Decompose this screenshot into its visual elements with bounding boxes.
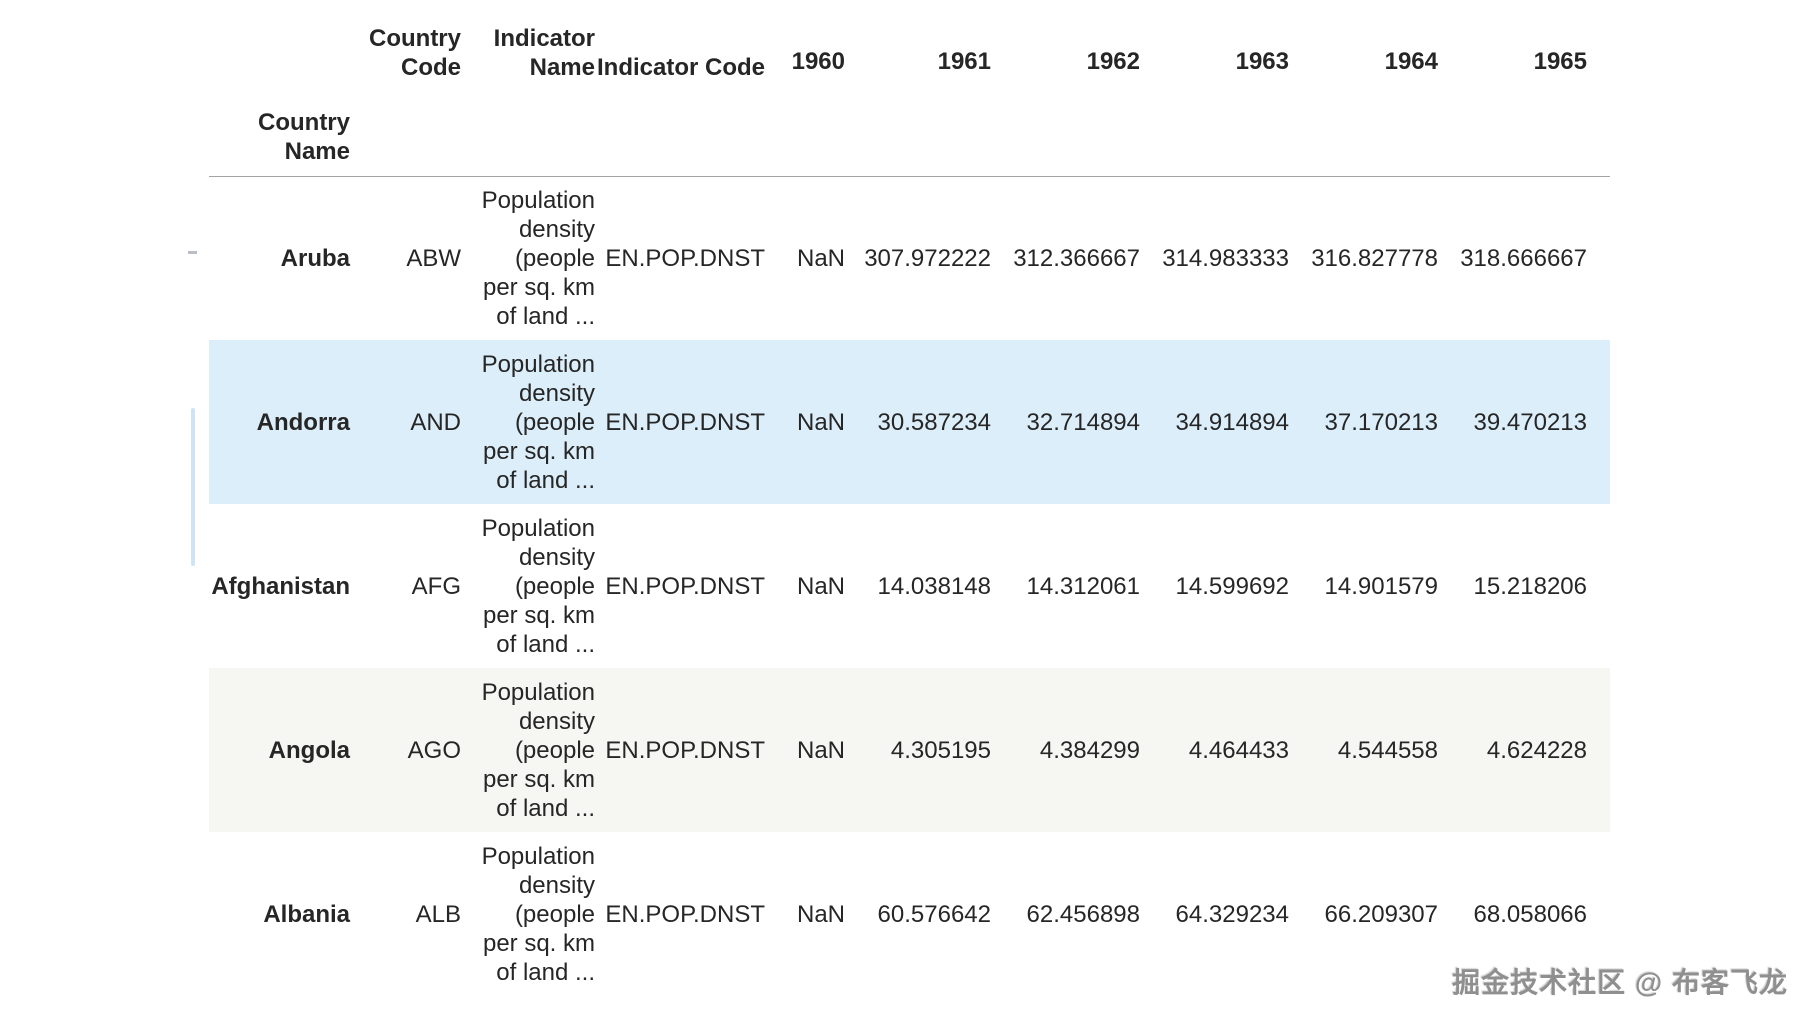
table-row-afghanistan[interactable]: Afghanistan AFG Population density (peop…	[209, 504, 1610, 668]
right-spacer	[1587, 176, 1610, 340]
cell-1961: 60.576642	[877, 900, 991, 928]
right-spacer	[1587, 340, 1610, 504]
row-index-label: Andorra	[256, 408, 350, 436]
column-header-row: Country Code Indicator Name Indicator Co…	[209, 0, 1610, 96]
cell-1964: 316.827778	[1311, 244, 1438, 272]
watermark-text: 掘金技术社区 @ 布客飞龙	[1452, 967, 1788, 998]
column-header-indicator-code: Indicator Code	[596, 54, 765, 81]
cell-1965: 318.666667	[1460, 244, 1587, 272]
cell-1965: 15.218206	[1473, 572, 1587, 600]
cell-1964: 37.170213	[1324, 408, 1438, 436]
right-spacer	[1587, 504, 1610, 668]
cell-indicator-name: Population density (people per sq. km of…	[481, 186, 595, 330]
cell-1965: 68.058066	[1473, 900, 1587, 928]
cell-1961: 4.305195	[890, 736, 991, 764]
scrollbar-thumb-artifact[interactable]	[191, 408, 195, 566]
cell-country-code: AND	[410, 408, 461, 436]
table-row-angola[interactable]: Angola AGO Population density (people pe…	[209, 668, 1610, 832]
cell-1963: 34.914894	[1175, 408, 1289, 436]
cell-1964: 4.544558	[1337, 736, 1438, 764]
cell-1960: NaN	[796, 572, 845, 600]
cell-country-code: AGO	[407, 736, 461, 764]
cell-1962: 32.714894	[1026, 408, 1140, 436]
cell-1962: 62.456898	[1026, 900, 1140, 928]
cell-indicator-code: EN.POP.DNST	[605, 736, 765, 764]
table-row-aruba[interactable]: Aruba ABW Population density (people per…	[209, 176, 1610, 340]
table-row-albania[interactable]: Albania ALB Population density (people p…	[209, 832, 1610, 996]
table-header: Country Code Indicator Name Indicator Co…	[209, 0, 1610, 176]
cell-indicator-code: EN.POP.DNST	[605, 244, 765, 272]
cell-1963: 314.983333	[1162, 244, 1289, 272]
cell-1962: 4.384299	[1039, 736, 1140, 764]
index-name-row: Country Name	[209, 96, 1610, 176]
cell-indicator-code: EN.POP.DNST	[605, 572, 765, 600]
column-header-1960: 1960	[791, 47, 845, 75]
column-header-1961: 1961	[937, 47, 991, 75]
right-spacer	[1587, 668, 1610, 832]
column-header-country-code: Country Code	[369, 25, 461, 81]
cell-1962: 312.366667	[1013, 244, 1140, 272]
column-header-1965: 1965	[1533, 47, 1587, 75]
row-index-label: Aruba	[280, 244, 350, 272]
cell-1960: NaN	[796, 736, 845, 764]
cell-indicator-code: EN.POP.DNST	[605, 408, 765, 436]
dataframe-table: Country Code Indicator Name Indicator Co…	[209, 0, 1610, 996]
cell-indicator-name: Population density (people per sq. km of…	[481, 514, 595, 658]
cell-1960: NaN	[796, 408, 845, 436]
cell-1961: 14.038148	[877, 572, 991, 600]
cell-1962: 14.312061	[1026, 572, 1140, 600]
index-name-header: Country Name	[258, 108, 350, 165]
table-body: Aruba ABW Population density (people per…	[209, 176, 1610, 996]
cell-1961: 30.587234	[877, 408, 991, 436]
cell-country-code: AFG	[411, 572, 461, 600]
cell-1965: 4.624228	[1486, 736, 1587, 764]
right-spacer	[1587, 0, 1610, 96]
cell-1965: 39.470213	[1473, 408, 1587, 436]
row-index-label: Afghanistan	[211, 572, 350, 600]
cell-country-code: ABW	[406, 244, 461, 272]
cell-indicator-code: EN.POP.DNST	[605, 900, 765, 928]
column-header-1964: 1964	[1384, 47, 1438, 75]
scrollbar-dash-artifact	[188, 251, 197, 254]
cell-1963: 64.329234	[1175, 900, 1289, 928]
cell-indicator-name: Population density (people per sq. km of…	[481, 350, 595, 494]
index-column-spacer	[209, 0, 350, 96]
cell-1964: 66.209307	[1324, 900, 1438, 928]
cell-1961: 307.972222	[864, 244, 991, 272]
column-header-indicator-name: Indicator Name	[493, 25, 595, 81]
cell-1963: 4.464433	[1188, 736, 1289, 764]
cell-1960: NaN	[796, 900, 845, 928]
row-index-label: Albania	[263, 900, 350, 928]
table-row-andorra-selected[interactable]: Andorra AND Population density (people p…	[209, 340, 1610, 504]
cell-indicator-name: Population density (people per sq. km of…	[481, 842, 595, 986]
cell-1963: 14.599692	[1175, 572, 1289, 600]
column-header-1962: 1962	[1086, 47, 1140, 75]
cell-country-code: ALB	[415, 900, 461, 928]
column-header-1963: 1963	[1235, 47, 1289, 75]
cell-1964: 14.901579	[1324, 572, 1438, 600]
index-name-row-spacer	[350, 96, 1610, 176]
cell-1960: NaN	[796, 244, 845, 272]
row-index-label: Angola	[268, 736, 350, 764]
cell-indicator-name: Population density (people per sq. km of…	[481, 678, 595, 822]
